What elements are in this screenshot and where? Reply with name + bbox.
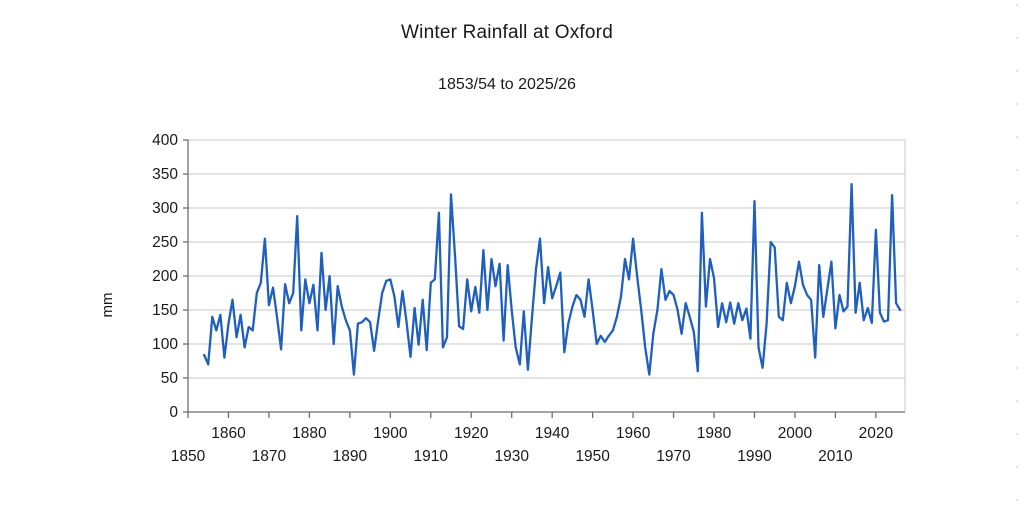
x-tick-label: 2000: [778, 425, 813, 442]
y-tick-label: 100: [152, 336, 178, 353]
x-tick-label: 1930: [494, 448, 529, 465]
y-tick-label: 300: [152, 200, 178, 217]
x-tick-label: 2020: [859, 425, 894, 442]
x-tick-label: 1990: [737, 448, 772, 465]
x-tick-label: 1950: [575, 448, 610, 465]
chart-title: Winter Rainfall at Oxford: [401, 22, 613, 43]
x-tick-label: 1920: [454, 425, 489, 442]
gridlines: [188, 139, 906, 412]
x-tick-label: 1870: [252, 448, 287, 465]
chart-subtitle: 1853/54 to 2025/26: [438, 76, 576, 93]
y-tick-label: 200: [152, 268, 178, 285]
x-tick-label: 1890: [333, 448, 368, 465]
x-tick-label: 1860: [211, 425, 246, 442]
x-tick-label: 1980: [697, 425, 732, 442]
page-edge-dots: [1016, 4, 1018, 508]
y-tick-label: 400: [152, 132, 178, 149]
rainfall-line: [203, 183, 902, 376]
x-tick-label: 1900: [373, 425, 408, 442]
x-tick-label: 1960: [616, 425, 651, 442]
x-tick-label: 1850: [171, 448, 206, 465]
y-tick-label: 50: [161, 370, 179, 387]
y-tick-label: 150: [152, 302, 178, 319]
y-axis-ticks-and-labels: 0 50 100 150 200 250 300 350 400: [152, 132, 188, 421]
x-tick-label: 1880: [292, 425, 327, 442]
x-tick-label: 2010: [818, 448, 853, 465]
y-tick-label: 350: [152, 166, 178, 183]
y-axis-title: mm: [99, 293, 116, 318]
y-tick-label: 0: [169, 404, 178, 421]
y-tick-label: 250: [152, 234, 178, 251]
x-tick-label: 1910: [414, 448, 449, 465]
x-tick-label: 1970: [656, 448, 691, 465]
x-tick-label: 1940: [535, 425, 570, 442]
x-axis-ticks-and-labels: 1850 1860 1870 1880 1890 1900 1910 1920 1930 1940…: [171, 412, 894, 465]
